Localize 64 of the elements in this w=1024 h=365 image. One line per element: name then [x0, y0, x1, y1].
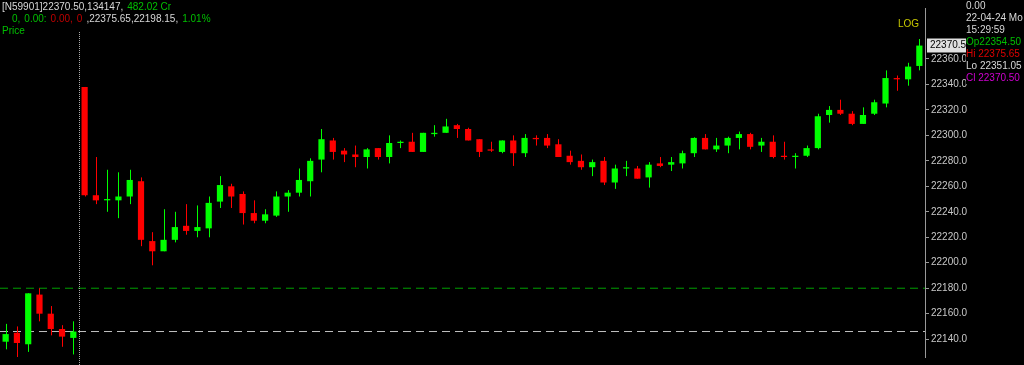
candlestick	[408, 132, 415, 153]
annotation: 0.00:	[24, 13, 47, 25]
candlestick	[386, 134, 393, 164]
y-tick-label: 22320.0	[931, 103, 968, 115]
y-tick-label: 22160.0	[931, 307, 968, 319]
candlestick	[126, 169, 133, 205]
y-tick-label: 22220.0	[931, 231, 968, 243]
y-tick-label: 22260.0	[931, 180, 968, 192]
candlestick	[284, 189, 291, 213]
y-tick-label: 22280.0	[931, 154, 968, 166]
candlestick	[92, 156, 99, 205]
annotation: 1.01%	[182, 13, 211, 25]
y-tick-label: 22180.0	[931, 281, 968, 293]
candlestick	[904, 62, 912, 87]
candlestick	[183, 203, 190, 236]
candlestick	[611, 164, 618, 190]
candlestick	[769, 134, 776, 159]
candlestick	[307, 157, 314, 198]
candlestick	[690, 136, 697, 158]
candlestick	[160, 208, 167, 252]
annotation: 0.00,	[50, 13, 73, 25]
candlestick	[228, 183, 235, 209]
candlestick	[250, 199, 257, 224]
annotation: LOG	[898, 18, 920, 30]
text: 0.00	[966, 0, 987, 12]
text: Op22354.50	[966, 36, 1023, 47]
y-tick-label: 22140.0	[931, 332, 968, 344]
text: Hi 22375.65	[966, 48, 1021, 60]
candlestick	[318, 128, 325, 173]
text: 22-04-24 Mo	[966, 12, 1023, 24]
candlestick	[273, 190, 280, 218]
annotation: 0,	[12, 13, 21, 25]
candlestick	[521, 133, 528, 158]
candlestick	[295, 167, 303, 198]
text: Cl 22370.50	[966, 72, 1021, 83]
annotation: [N59901]22370.50,134147,	[2, 1, 124, 13]
y-tick-label: 22240.0	[931, 205, 968, 217]
candlestick	[239, 190, 246, 226]
annotation: 482.02 Cr	[127, 1, 172, 13]
y-tick-label: 22360.0	[931, 52, 968, 64]
candlestick	[2, 323, 9, 350]
candlestick	[216, 175, 224, 209]
candlestick	[352, 145, 359, 168]
candlestick	[70, 320, 77, 355]
candlestick	[47, 305, 54, 336]
text: Lo 22351.05	[966, 60, 1023, 72]
y-tick-label: 22300.0	[931, 129, 968, 141]
candlestick	[510, 134, 517, 167]
text: 15:29:59	[966, 24, 1006, 36]
annotation: ,22375.65,22198.15,	[86, 13, 179, 25]
candlestick	[329, 137, 336, 161]
candlestick	[600, 156, 607, 186]
annotation: 0	[76, 13, 83, 25]
candlestick	[149, 231, 156, 266]
y-tick-label: 22200.0	[931, 256, 968, 268]
candlestick	[36, 287, 43, 322]
candlestick	[916, 38, 923, 71]
candlestick	[58, 324, 66, 348]
candlestick	[13, 325, 21, 358]
candlestick	[171, 211, 178, 243]
candlestick	[363, 147, 370, 169]
annotation: Price	[2, 25, 25, 37]
candlestick	[645, 161, 652, 189]
candlestick	[194, 204, 201, 238]
